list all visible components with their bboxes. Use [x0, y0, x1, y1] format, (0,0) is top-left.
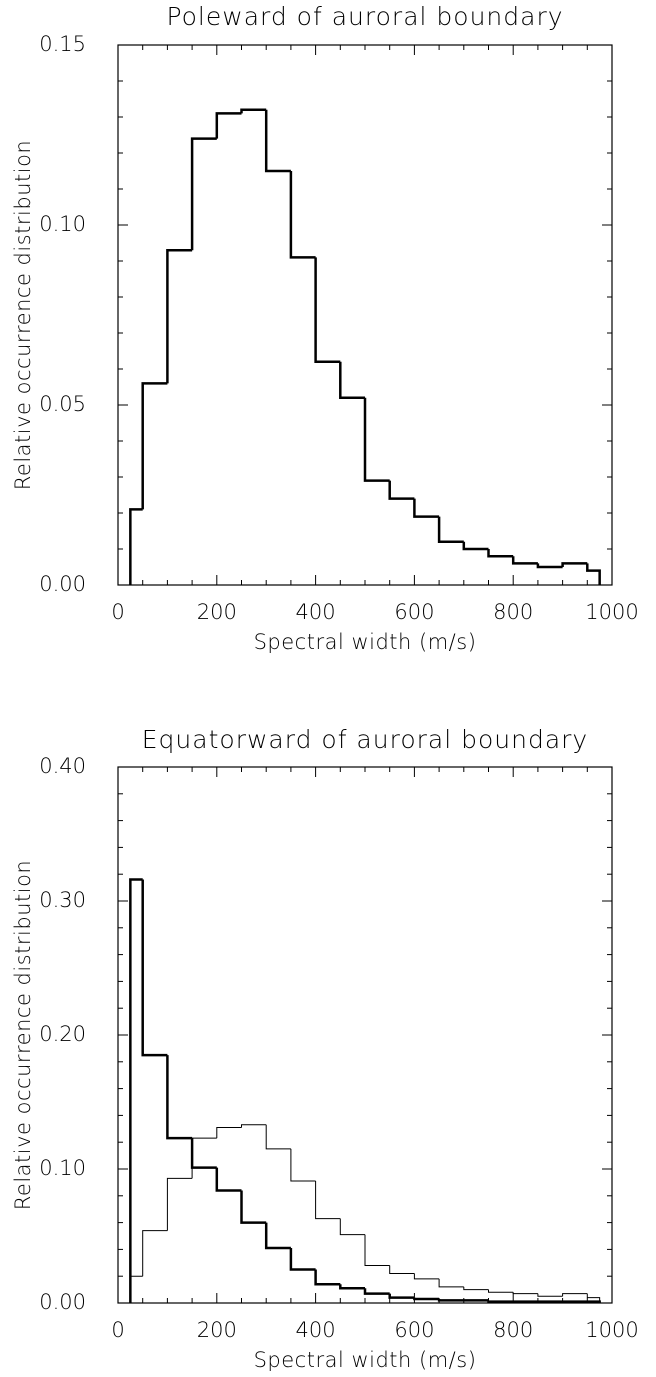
x-tick-label: 400 — [296, 600, 336, 624]
y-tick-label: 0.00 — [39, 1290, 86, 1314]
histogram-bin — [289, 1248, 316, 1271]
x-tick-label: 600 — [394, 1318, 434, 1342]
x-tick-label: 0 — [111, 1318, 124, 1342]
histogram-bin — [166, 1055, 193, 1140]
plot-frame — [117, 766, 613, 1304]
histogram-bin — [129, 1275, 143, 1303]
histogram-bin — [141, 382, 168, 510]
x-tick-label: 200 — [197, 1318, 237, 1342]
histogram-bin — [413, 1273, 440, 1280]
y-tick-label: 0.10 — [39, 212, 86, 236]
x-tick-label: 600 — [394, 600, 434, 624]
histogram-bin — [561, 562, 588, 567]
histogram-bin — [215, 1167, 242, 1192]
x-tick-label: 1000 — [585, 600, 638, 624]
chart: Equatorward of auroral boundary Spectral … — [11, 725, 639, 1372]
histogram-bin — [240, 108, 267, 114]
x-tick-label: 800 — [493, 1318, 533, 1342]
histogram-bin — [437, 516, 464, 544]
histogram-bin — [191, 1137, 217, 1179]
histogram-bin — [388, 480, 415, 500]
x-tick-label: 0 — [111, 600, 124, 624]
histogram-bin — [512, 1292, 538, 1295]
y-axis-title: Relative occurrence distribution — [11, 860, 35, 1210]
histogram-bin — [129, 508, 143, 585]
x-tick-label: 400 — [296, 1318, 336, 1342]
y-tick-label: 0.10 — [39, 1156, 86, 1180]
y-tick-label: 0.15 — [39, 32, 86, 56]
histogram-bin — [142, 1230, 168, 1277]
histogram-bin — [487, 549, 514, 558]
chart-title: Poleward of auroral boundary — [166, 2, 563, 31]
histogram-bin — [141, 879, 168, 1057]
y-axis-title: Relative occurrence distribution — [11, 140, 35, 490]
histogram-bin — [315, 1181, 341, 1220]
histogram-bin — [388, 1293, 415, 1299]
histogram-bin — [462, 541, 489, 551]
histogram-bin — [487, 1300, 514, 1303]
histogram-bin — [537, 1293, 563, 1297]
y-tick-label: 0.00 — [39, 572, 86, 596]
histogram-bin — [216, 1126, 242, 1139]
histogram-bin — [265, 1124, 291, 1150]
histogram-bin — [190, 1138, 217, 1169]
histogram-bin — [364, 1234, 390, 1266]
histogram-bin — [339, 1284, 365, 1290]
histogram-bin — [166, 1177, 193, 1231]
histogram-bin — [587, 1300, 601, 1303]
histogram-bin — [363, 1288, 390, 1295]
histogram-bin — [314, 257, 341, 364]
histogram-bin — [290, 1148, 316, 1182]
histogram-bin — [586, 563, 601, 585]
histogram-bin — [413, 498, 440, 518]
x-axis-title: Spectral width (m/s) — [254, 1348, 477, 1372]
histogram-bin — [339, 361, 365, 400]
histogram-bin — [339, 1218, 365, 1236]
histogram-bin — [241, 1124, 267, 1128]
histogram-bin — [389, 1265, 415, 1275]
y-tick-label: 0.30 — [39, 888, 86, 912]
histogram-bin — [264, 109, 291, 173]
histogram-bin — [562, 1293, 588, 1297]
histogram-bin — [488, 1289, 514, 1293]
x-tick-label: 200 — [197, 600, 237, 624]
histogram-bin — [240, 1190, 267, 1224]
histogram-bin — [511, 556, 538, 565]
histogram-bin — [166, 248, 193, 384]
histogram-bin — [438, 1278, 464, 1288]
histogram-bin — [289, 171, 316, 259]
histogram-bin — [437, 1298, 464, 1302]
y-tick-label: 0.20 — [39, 1022, 86, 1046]
histogram-bin — [215, 112, 242, 139]
histogram-bin — [129, 878, 143, 1303]
x-tick-label: 800 — [493, 600, 533, 624]
histogram-bin — [314, 1269, 341, 1286]
histogram-bin — [264, 1222, 291, 1250]
y-tick-label: 0.05 — [39, 392, 86, 416]
chart-title: Equatorward of auroral boundary — [142, 725, 588, 754]
chart: Poleward of auroral boundary Spectral wid… — [11, 2, 639, 654]
histogram-bin — [463, 1286, 489, 1291]
plot-frame — [117, 44, 613, 586]
histogram-bin — [586, 1293, 601, 1303]
y-tick-label: 0.40 — [39, 754, 86, 778]
histogram-bin — [363, 397, 390, 482]
x-axis-title: Spectral width (m/s) — [254, 630, 477, 654]
histogram-bin — [413, 1297, 440, 1301]
x-tick-label: 1000 — [585, 1318, 638, 1342]
histogram-bin — [536, 563, 563, 569]
histogram-bin — [190, 137, 217, 251]
